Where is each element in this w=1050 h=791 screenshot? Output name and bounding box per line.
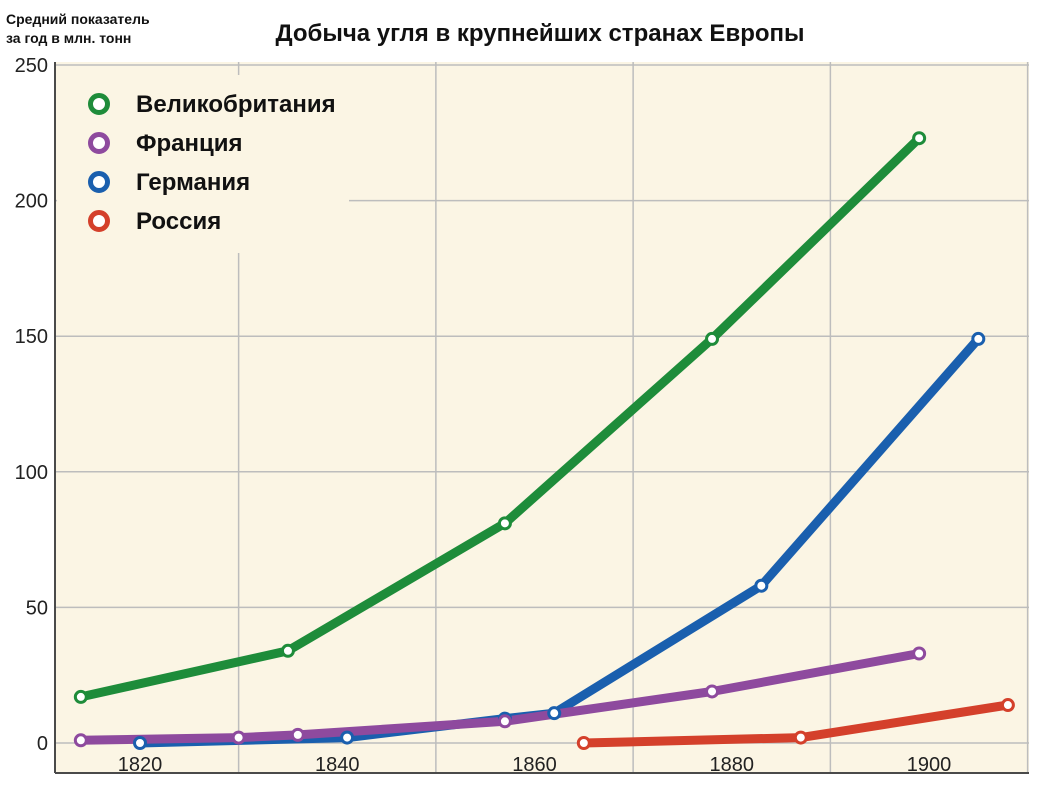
- legend-label-1: Франция: [136, 130, 243, 157]
- y-tick-labels: 0 50 100 150 200 250: [15, 55, 48, 755]
- series-0-point-0: [73, 689, 88, 704]
- legend: Великобритания Франция Германия Россия: [88, 91, 336, 235]
- series-points: [73, 131, 1015, 750]
- y-tick-label-150: 150: [15, 326, 48, 348]
- legend-label-3: Россия: [136, 208, 221, 235]
- y-tick-label-50: 50: [26, 597, 48, 619]
- series-2-point-5: [971, 331, 986, 346]
- series-1-point-1: [231, 730, 246, 745]
- x-tick-label-1840: 1840: [315, 754, 360, 776]
- x-tick-label-1880: 1880: [710, 754, 755, 776]
- y-axis-label-line-2: за год в млн. тонн: [6, 30, 131, 46]
- x-tick-label-1820: 1820: [118, 754, 163, 776]
- series-1-point-5: [912, 646, 927, 661]
- series-line-1: [76, 649, 924, 745]
- series-1-point-2: [290, 727, 305, 742]
- series-3-point-2: [1000, 698, 1015, 713]
- legend-label-2: Германия: [136, 169, 250, 196]
- x-tick-label-1860: 1860: [512, 754, 557, 776]
- legend-marker-1: [88, 132, 110, 154]
- y-tick-label-100: 100: [15, 462, 48, 484]
- y-tick-label-200: 200: [15, 191, 48, 213]
- legend-marker-0: [88, 93, 110, 115]
- series-2-point-0: [133, 736, 147, 750]
- chart-title: Добыча угля в крупнейших странах Европы: [275, 20, 804, 47]
- series-1-point-3: [497, 714, 512, 729]
- legend-marker-2: [88, 171, 110, 193]
- series-0-point-4: [912, 131, 927, 146]
- x-tick-labels: 1820 1840 1860 1880 1900: [118, 754, 952, 776]
- series-3-point-0: [576, 736, 591, 750]
- series-2-point-4: [754, 578, 769, 593]
- series-2-point-3: [547, 706, 562, 721]
- series-2-point-1: [340, 730, 355, 745]
- series-1-point-4: [705, 684, 720, 699]
- y-tick-label-0: 0: [37, 733, 48, 755]
- series-0-point-1: [280, 643, 295, 658]
- y-tick-label-250: 250: [15, 55, 48, 77]
- series-3-point-1: [793, 730, 808, 745]
- series-lines: [76, 133, 1013, 748]
- series-0-point-2: [497, 516, 512, 531]
- series-0-point-3: [705, 331, 720, 346]
- series-1-point-0: [73, 733, 88, 748]
- x-tick-label-1900: 1900: [907, 754, 952, 776]
- legend-marker-3: [88, 210, 110, 232]
- y-axis-label-line-1: Средний показатель: [6, 11, 150, 27]
- legend-label-0: Великобритания: [136, 91, 336, 118]
